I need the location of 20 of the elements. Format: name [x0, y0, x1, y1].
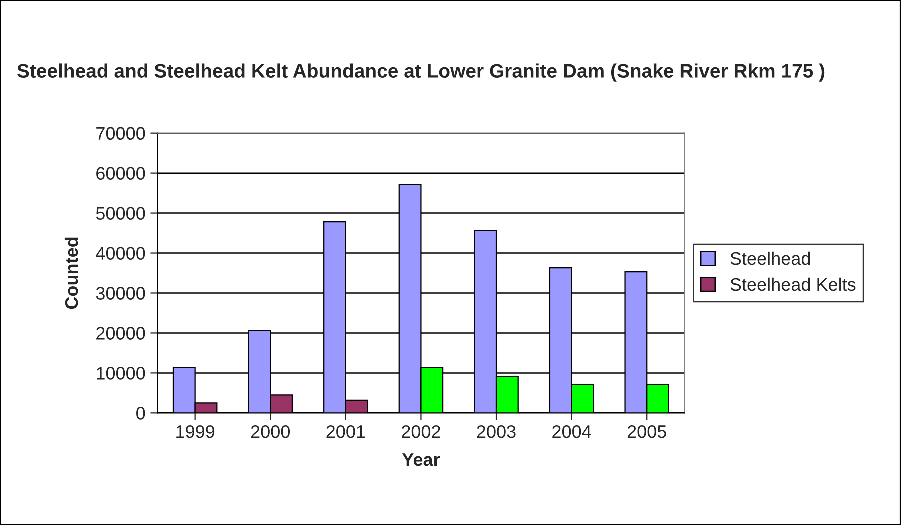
- x-tick-label: 2001: [326, 425, 366, 438]
- legend-label: Steelhead: [730, 252, 810, 266]
- chart-title: Steelhead and Steelhead Kelt Abundance at Lower Granite Dam (Snake River Rkm 175 ): [17, 64, 825, 82]
- x-tick-label: 2004: [552, 425, 592, 438]
- y-tick-label: 60000: [96, 167, 146, 180]
- x-tick-label: 2002: [402, 425, 440, 438]
- y-tick-label: 40000: [96, 247, 146, 260]
- y-tick-label: 70000: [96, 127, 146, 140]
- x-axis-title: Year: [402, 454, 440, 466]
- y-tick-label: 10000: [97, 367, 146, 380]
- y-tick-label: 0: [136, 407, 146, 420]
- x-tick-label: 1999: [176, 425, 215, 438]
- y-tick-label: 20000: [96, 327, 146, 340]
- x-tick-label: 2000: [251, 425, 290, 438]
- legend-label: Steelhead Kelts: [730, 278, 856, 292]
- x-tick-label: 2003: [477, 425, 516, 438]
- y-tick-label: 30000: [96, 287, 146, 300]
- y-axis-title: Counted: [64, 238, 78, 310]
- x-tick-label: 2005: [628, 425, 666, 438]
- y-tick-label: 50000: [96, 207, 146, 220]
